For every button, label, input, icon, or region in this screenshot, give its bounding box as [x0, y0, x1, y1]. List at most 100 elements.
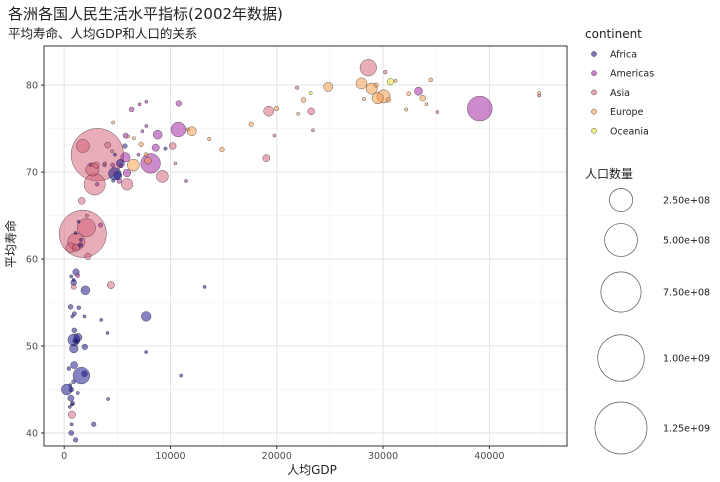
- data-point-americas: [122, 168, 132, 178]
- data-point-europe: [126, 134, 131, 139]
- data-point-africa: [73, 437, 79, 443]
- data-point-africa: [179, 373, 184, 378]
- x-tick-label: 10000: [155, 451, 185, 462]
- data-point-africa: [77, 242, 83, 248]
- data-point-europe: [424, 102, 429, 107]
- data-point-asia: [77, 218, 96, 238]
- data-point-asia: [110, 149, 115, 154]
- data-point-asia: [169, 142, 177, 150]
- data-point-europe: [385, 97, 391, 103]
- data-point-americas: [136, 152, 141, 157]
- data-point-europe: [373, 82, 379, 88]
- data-point-africa: [79, 238, 83, 242]
- data-point-africa: [75, 391, 80, 395]
- y-tick-label: 40: [26, 428, 38, 439]
- data-point-africa: [67, 405, 72, 409]
- size-legend-key: [600, 271, 642, 313]
- legend-key-asia: [591, 89, 597, 96]
- data-point-americas: [118, 163, 124, 169]
- data-point-asia: [537, 93, 542, 98]
- y-tick-label: 70: [26, 168, 38, 179]
- data-point-asia: [262, 154, 271, 163]
- data-points: [58, 59, 542, 443]
- data-point-africa: [71, 379, 76, 385]
- data-point-americas: [88, 163, 93, 168]
- data-point-africa: [71, 327, 77, 333]
- data-point-asia: [121, 178, 134, 191]
- data-point-africa: [74, 339, 79, 345]
- data-point-africa: [106, 397, 110, 401]
- data-point-asia: [70, 284, 77, 290]
- data-point-asia: [85, 213, 89, 218]
- data-point-americas: [151, 143, 160, 152]
- legend-label-americas: Americas: [610, 69, 654, 80]
- size-legend-label: 5.00e+08: [663, 236, 710, 247]
- size-legend-key: [597, 334, 645, 382]
- data-point-africa: [70, 314, 75, 319]
- color-legend: Africa Americas Asia Europe Oceania: [591, 50, 654, 137]
- data-point-europe: [144, 157, 152, 165]
- data-point-asia: [307, 107, 315, 116]
- data-point-europe: [132, 136, 136, 141]
- chart-subtitle: 平均寿命、人均GDP和人口的关系: [8, 26, 197, 41]
- size-legend-label: 2.50e+08: [663, 196, 710, 207]
- x-tick-label: 30000: [368, 451, 398, 462]
- data-point-asia: [359, 59, 377, 77]
- data-point-europe: [406, 91, 412, 97]
- data-point-americas: [94, 182, 100, 187]
- data-point-europe: [393, 78, 398, 83]
- data-point-asia: [107, 281, 115, 289]
- data-point-americas: [170, 121, 187, 138]
- data-point-africa: [69, 422, 74, 427]
- data-point-asia: [383, 69, 388, 75]
- data-point-americas: [120, 152, 131, 163]
- y-tick-label: 80: [26, 81, 38, 92]
- data-point-europe: [428, 77, 433, 83]
- data-point-europe: [300, 97, 307, 103]
- data-point-africa: [82, 314, 87, 319]
- data-point-africa: [91, 421, 97, 427]
- chart-title: 各洲各国人民生活水平指标(2002年数据): [8, 5, 283, 23]
- data-point-asia: [104, 141, 111, 149]
- data-point-asia: [84, 252, 92, 260]
- data-point-africa: [202, 285, 207, 289]
- data-point-africa: [113, 171, 123, 180]
- data-point-asia: [103, 161, 108, 166]
- data-point-africa: [99, 318, 104, 322]
- data-point-europe: [419, 95, 426, 102]
- data-point-africa: [71, 278, 76, 282]
- data-point-americas: [144, 124, 149, 128]
- data-point-africa: [122, 143, 128, 149]
- size-legend-title: 人口数量: [585, 166, 633, 181]
- data-point-africa: [144, 350, 148, 354]
- data-point-africa: [73, 231, 78, 235]
- data-point-oceania: [386, 78, 394, 86]
- data-point-americas: [175, 100, 182, 107]
- data-point-africa: [67, 394, 75, 402]
- data-point-asia: [67, 410, 76, 419]
- data-point-europe: [219, 146, 225, 153]
- size-legend-label: 1.25e+09: [663, 424, 710, 435]
- data-point-asia: [263, 105, 274, 117]
- x-tick-label: 0: [61, 451, 67, 462]
- data-point-asia: [173, 161, 178, 166]
- data-point-asia: [311, 128, 315, 133]
- data-point-asia: [83, 173, 106, 196]
- y-tick-label: 50: [26, 342, 38, 353]
- data-point-africa: [70, 402, 74, 407]
- data-point-africa: [111, 178, 115, 183]
- data-point-europe: [404, 107, 409, 112]
- x-tick-label: 20000: [262, 451, 292, 462]
- data-point-americas: [75, 273, 80, 278]
- color-legend-title: continent: [585, 27, 642, 41]
- legend-label-asia: Asia: [610, 88, 630, 99]
- legend-key-americas: [591, 70, 597, 77]
- data-point-africa: [70, 361, 78, 369]
- data-point-europe: [207, 137, 212, 141]
- data-point-africa: [105, 331, 110, 335]
- y-tick-label: 60: [26, 255, 38, 266]
- data-point-africa: [68, 383, 73, 387]
- data-point-africa: [67, 304, 74, 310]
- data-point-europe: [323, 82, 334, 92]
